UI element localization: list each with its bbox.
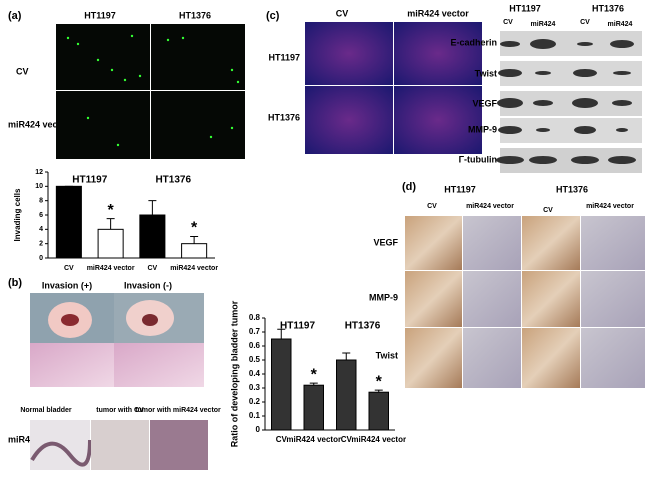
- column-label: CV: [336, 8, 349, 18]
- blot-row: MMP-9: [468, 124, 497, 134]
- y-tick-label: 2: [39, 241, 43, 248]
- bar: [55, 185, 82, 259]
- row-label: miR424: [8, 434, 40, 444]
- significance-mark: *: [311, 366, 318, 383]
- blot-row: Γ-tubulin: [459, 154, 497, 164]
- micrograph-grid: [56, 24, 245, 159]
- x-tick-label: miR424 vector: [170, 265, 218, 272]
- group-label: HT1197: [280, 321, 315, 332]
- blot-group: HT1376: [592, 3, 624, 13]
- bar: [271, 338, 292, 431]
- bar: [139, 214, 166, 259]
- blot-lane: CV: [580, 19, 590, 26]
- column-label: CV: [427, 203, 437, 210]
- bar: [181, 243, 208, 259]
- row-label: miR424 vector: [8, 119, 70, 129]
- blot-row: E-cadherin: [450, 37, 497, 47]
- error-bar: [190, 236, 199, 244]
- error-bar: [277, 328, 286, 339]
- western-blot: [496, 31, 642, 173]
- panel-label: (d): [402, 181, 416, 193]
- blot-row: VEGF: [472, 98, 497, 108]
- row-label: Twist: [376, 350, 398, 360]
- column-label: HT1376: [179, 10, 211, 20]
- significance-mark: *: [191, 220, 198, 237]
- blot-lane: miR424: [608, 21, 633, 28]
- group-label: HT1197: [444, 184, 476, 194]
- group-label: HT1376: [556, 184, 588, 194]
- column-label: CV: [543, 207, 553, 214]
- y-tick-label: 0.3: [249, 383, 261, 392]
- row-label: HT1197: [268, 52, 300, 62]
- blot-group: HT1197: [509, 3, 541, 13]
- row-label: MMP-9: [369, 292, 398, 302]
- row-label: VEGF: [373, 237, 398, 247]
- ihc-strip: [30, 420, 208, 470]
- y-tick-label: 0.7: [249, 327, 261, 336]
- error-bar: [106, 218, 115, 230]
- row-label: HT1376: [268, 112, 300, 122]
- column-label: Invasion (-): [124, 280, 172, 290]
- y-tick-label: 0.2: [249, 397, 261, 406]
- column-label: tumor with miR424 vector: [135, 407, 221, 414]
- y-tick-label: 0.1: [249, 411, 261, 420]
- y-axis-label: Ratio of developing bladder tumor: [229, 300, 239, 447]
- y-tick-label: 0: [39, 255, 43, 262]
- error-bar: [342, 352, 351, 360]
- error-bar: [374, 389, 383, 393]
- x-tick-label: miR424 vector: [87, 265, 135, 272]
- column-label: Invasion (+): [42, 280, 92, 290]
- ihc-grid: [405, 216, 645, 388]
- bar: [303, 384, 324, 431]
- bar: [97, 228, 124, 259]
- column-label: miR424 vector: [466, 203, 514, 210]
- blot-lane: CV: [503, 19, 513, 26]
- x-tick-label: miR424 vector: [351, 435, 406, 444]
- blot-row: Twist: [475, 68, 497, 78]
- error-bar: [148, 200, 157, 215]
- error-bar: [309, 382, 318, 386]
- x-tick-label: CV: [276, 435, 288, 444]
- y-tick-label: 10: [35, 183, 43, 190]
- x-tick-label: CV: [341, 435, 353, 444]
- group-label: HT1376: [345, 321, 381, 332]
- y-tick-label: 8: [39, 198, 43, 205]
- panel-label: (b): [8, 277, 22, 289]
- column-label: miR424 vector: [586, 203, 634, 210]
- bar: [336, 359, 357, 431]
- y-tick-label: 0: [256, 425, 261, 434]
- panel-label: (c): [266, 10, 280, 22]
- confocal-images: [305, 22, 482, 154]
- row-label: CV: [16, 66, 29, 76]
- column-label: tumor with CV: [96, 407, 144, 414]
- y-tick-label: 4: [39, 226, 43, 233]
- y-tick-label: 0.6: [249, 341, 261, 350]
- significance-mark: *: [376, 373, 383, 390]
- y-tick-label: 12: [35, 169, 43, 176]
- group-label: HT1376: [155, 175, 191, 186]
- y-tick-label: 0.4: [249, 369, 261, 378]
- y-tick-label: 0.8: [249, 313, 261, 322]
- x-tick-label: CV: [64, 265, 74, 272]
- y-tick-label: 6: [39, 212, 43, 219]
- significance-mark: *: [108, 202, 115, 219]
- x-tick-label: miR424 vector: [286, 435, 341, 444]
- column-label: HT1197: [84, 10, 116, 20]
- mouse-photos: [30, 293, 204, 387]
- y-tick-label: 0.5: [249, 355, 261, 364]
- column-label: Normal bladder: [20, 407, 72, 414]
- panel-label: (a): [8, 10, 22, 22]
- y-axis-label: Invading cells: [13, 188, 22, 241]
- x-tick-label: CV: [148, 265, 158, 272]
- group-label: HT1197: [72, 175, 107, 186]
- column-label: miR424 vector: [407, 8, 469, 18]
- blot-lane: miR424: [531, 21, 556, 28]
- bar: [368, 391, 389, 431]
